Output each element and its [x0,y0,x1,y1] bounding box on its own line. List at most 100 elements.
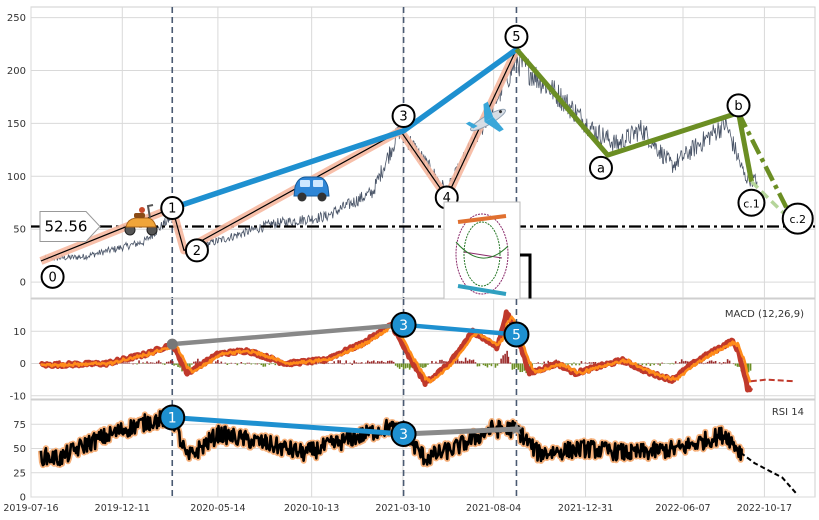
wave-marker-label: c.1 [743,197,760,210]
macd-histogram-bar [706,361,709,364]
divergence-marker-label: 3 [399,427,408,443]
macd-histogram-bar [357,362,359,364]
macd-histogram-bar [507,356,510,364]
macd-histogram-bar [234,362,237,364]
macd-histogram-bar [315,363,318,365]
macd-histogram-bar [128,362,130,364]
price-plot-area [30,6,816,299]
macd-histogram-bar [680,359,683,364]
projection-dashed-line [736,111,797,225]
x-tick-label: 2019-12-11 [95,503,150,514]
macd-histogram-bar [246,362,249,364]
macd-histogram-bar [270,363,273,365]
scooter-icon [124,204,158,236]
macd-histogram-bar [567,363,569,365]
macd-histogram-bar [323,363,325,365]
macd-histogram-bar [422,363,424,368]
macd-histogram-bar [517,363,520,370]
macd-histogram-bar [712,361,715,364]
macd-histogram-bar [506,350,508,364]
macd-histogram-bar [155,361,158,364]
macd-histogram-bar [264,363,267,367]
macd-histogram-bar [445,361,447,364]
macd-histogram-bar [355,362,357,364]
macd-histogram-bar [353,360,355,364]
macd-histogram-bar [488,363,491,365]
wave-marker [40,264,65,289]
macd-histogram-bar [146,361,148,364]
wave-marker [160,196,185,221]
macd-histogram-bar [163,363,166,365]
macd-histogram-bar [708,360,711,364]
y-tick-label: 0 [20,278,26,289]
macd-histogram-bar [541,363,544,365]
macd-histogram-bar [592,362,595,364]
macd-histogram-bar [519,363,522,373]
macd-histogram-bar [167,361,170,364]
cycle-diagram-icon [443,201,521,307]
rsi-vertical-lines [171,400,518,497]
macd-histogram-bar [484,363,487,367]
macd-histogram-bar [144,362,146,364]
macd-histogram-bar [373,360,375,364]
macd-histogram-bar [193,361,195,364]
macd-histogram-bar [136,363,138,365]
x-tick-label: 2022-06-07 [655,503,710,514]
macd-histogram-bar [649,363,652,366]
macd-gray-divergence-dot [166,338,178,350]
macd-histogram-bar [153,362,156,364]
macd-histogram-bar [674,361,677,364]
macd-histogram-bar [394,363,397,366]
macd-histogram-bar [464,357,467,364]
macd-histogram-bar [496,363,499,366]
macd-histogram-bar [187,363,189,368]
rsi-blue-divergence-line [169,414,407,437]
macd-histogram-bar [224,362,227,364]
wave-marker [391,103,416,128]
wave-marker-label: a [597,161,605,176]
macd-histogram-bar [343,363,345,365]
macd-histogram-bar [359,362,361,364]
macd-histogram-bar [659,363,661,366]
divergence-marker [503,321,530,348]
macd-histogram-bar [590,362,593,364]
macd-histogram-bar [515,363,518,368]
macd-histogram-bar [437,362,439,364]
macd-histogram-bar [171,361,174,364]
macd-histogram-bar [720,363,723,365]
macd-histogram-bar [217,359,219,364]
macd-histogram-bar [458,361,461,364]
wave-marker [737,188,766,217]
macd-histogram-bar [197,358,199,364]
macd-histogram-bar [126,362,128,364]
macd-histogram-bar [124,362,126,364]
macd-histogram-bar [482,363,485,366]
macd-histogram-bar [132,363,134,365]
macd-histogram-bar [240,362,243,364]
macd-histogram-bar [478,363,481,367]
macd-histogram-bar [420,363,422,368]
rsi-star-marker [509,422,524,435]
macd-histogram-bar [460,360,463,364]
macd-histogram-bar [427,363,429,365]
macd-histogram-bar [486,363,489,368]
y-tick-label: 200 [7,66,26,77]
macd-histogram-bar [747,363,750,373]
macd-histogram-bar [647,362,650,364]
macd-gray-divergence-line [170,322,406,347]
macd-histogram-bar [722,362,725,364]
x-tick-labels: 2019-07-16 2019-12-11 2020-05-14 2020-10-13… [3,503,792,514]
wave-marker-label: 1 [168,202,176,217]
macd-histogram-bar [573,362,575,364]
macd-histogram-bar [337,360,339,364]
price-panel: 0 50 100 150 200 250 52.56 0 1 2 3 4 5 a b c.1 c.2 [7,6,816,330]
macd-histogram-bar [248,362,251,364]
macd-histogram-bar [177,363,179,368]
macd-histogram-bar [142,362,144,364]
macd-histogram-bar [672,363,675,365]
macd-histogram-bar [367,360,369,364]
macd-histogram-bar [454,360,457,364]
macd-histogram-bar [260,363,263,366]
macd-histogram-bar [262,363,265,367]
macd-histogram-bar [391,360,393,364]
